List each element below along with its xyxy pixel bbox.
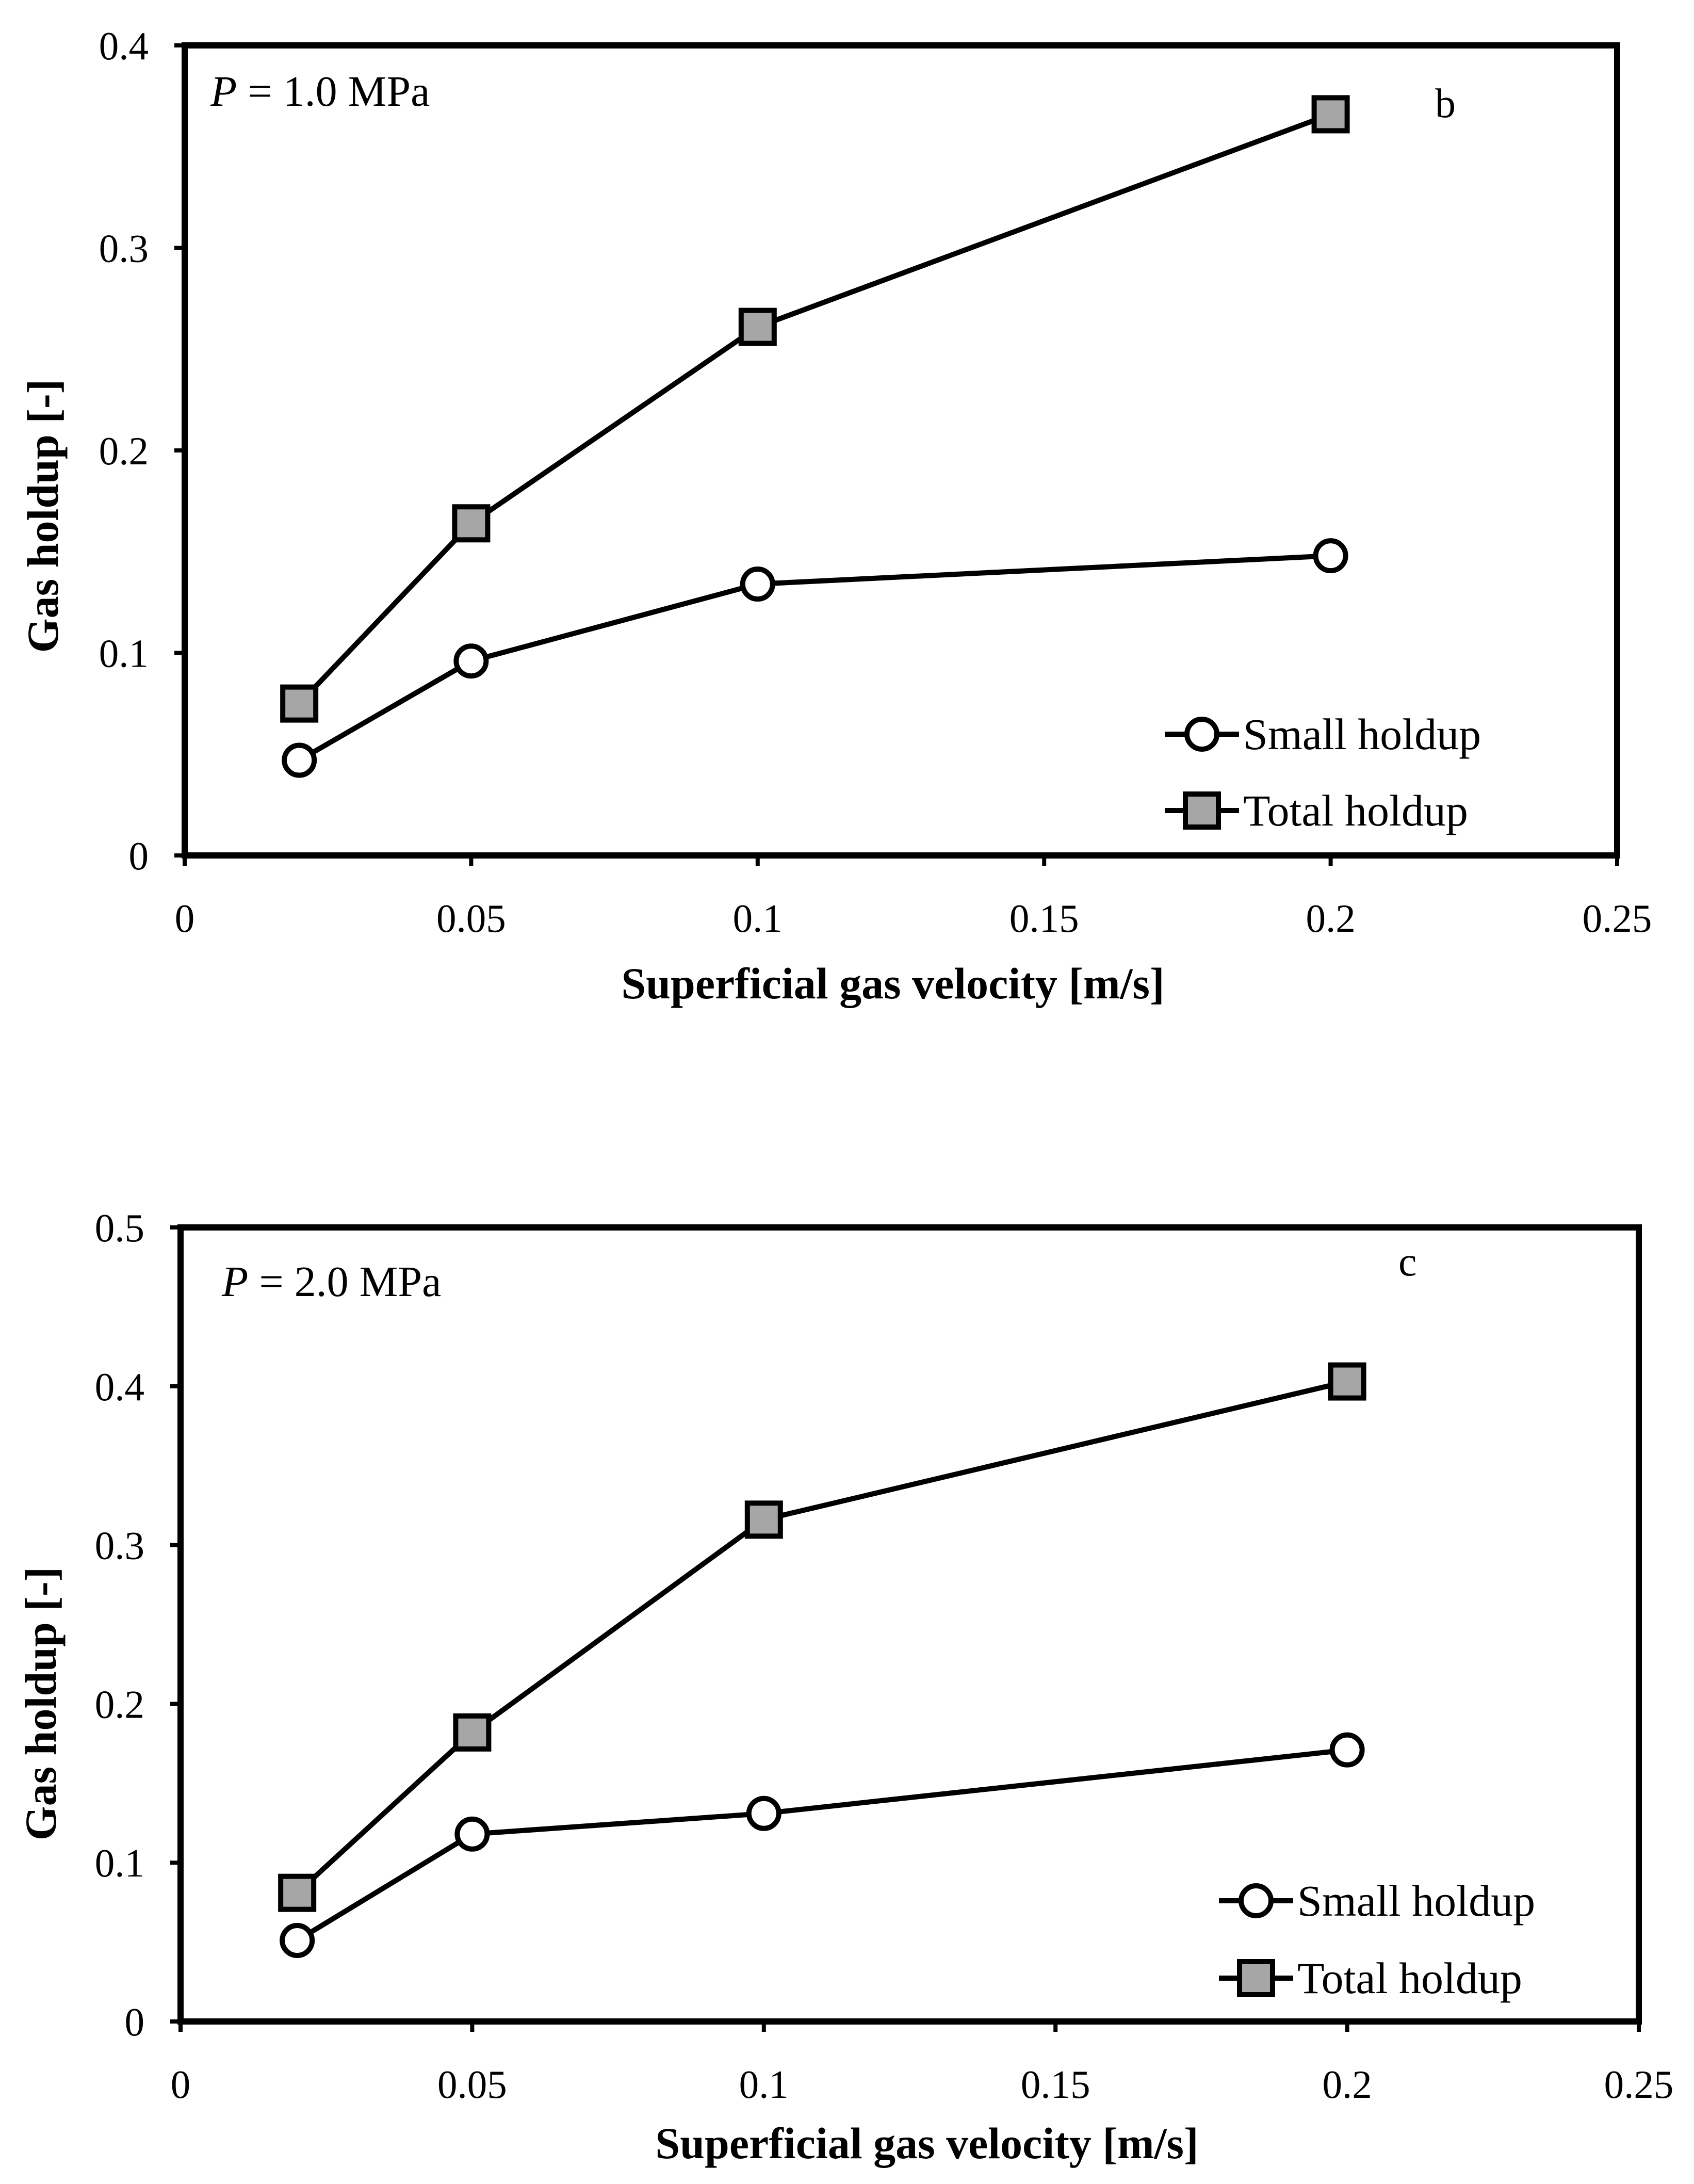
y-ticks-c: 0 0.1 0.2 0.3 0.4 0.5 <box>95 1206 181 2044</box>
legend-label-total-holdup-c: Total holdup <box>1297 1953 1522 2003</box>
panel-label-b: b <box>1435 81 1456 126</box>
legend-marker-total-holdup-b <box>1183 791 1221 830</box>
data-point-small-holdup-b-1 <box>453 643 489 679</box>
data-point-small-holdup-c-2 <box>746 1795 781 1831</box>
legend-label-small-holdup-b: Small holdup <box>1243 709 1481 759</box>
y-axis-title-b: Gas holdup [-] <box>18 379 68 653</box>
x-tick-label-c-5: 0.25 <box>1604 2062 1674 2107</box>
x-tick-label-c-4: 0.2 <box>1322 2062 1372 2107</box>
data-point-total-holdup-b-3 <box>1311 95 1350 134</box>
data-point-total-holdup-c-2 <box>744 1500 783 1539</box>
x-tick-label-b-3: 0.15 <box>1009 896 1079 941</box>
legend-label-total-holdup-b: Total holdup <box>1243 786 1468 835</box>
pressure-annotation-b: P = 1.0 MPa <box>210 68 430 116</box>
y-tick-label-c-2: 0.2 <box>95 1682 144 1726</box>
x-tick-label-b-2: 0.1 <box>733 896 783 941</box>
data-point-small-holdup-c-3 <box>1329 1732 1365 1768</box>
x-tick-label-c-1: 0.05 <box>437 2062 507 2107</box>
plot-frame-c <box>177 1224 1642 2025</box>
x-tick-label-c-2: 0.1 <box>739 2062 789 2107</box>
data-point-total-holdup-b-0 <box>280 684 319 723</box>
data-point-total-holdup-c-1 <box>453 1713 492 1752</box>
x-ticks-c: 0 0.05 0.1 0.15 0.2 0.25 <box>171 2021 1674 2107</box>
data-point-small-holdup-c-1 <box>454 1816 490 1852</box>
y-tick-label-b-1: 0.1 <box>99 632 149 676</box>
series-line-small-holdup-b <box>298 553 1331 763</box>
y-tick-label-b-4: 0.4 <box>99 24 149 68</box>
y-ticks-b: 0 0.1 0.2 0.3 0.4 <box>99 24 185 878</box>
chart-panel-b: P = 1.0 MPa b Superficial gas velocity [… <box>18 24 1652 1008</box>
legend-marker-small-holdup-c <box>1239 1883 1274 1918</box>
y-tick-label-c-1: 0.1 <box>95 1841 144 1885</box>
series-line-total-holdup-c <box>295 1379 1348 1895</box>
legend-c: Small holdup Total holdup <box>1219 1876 1535 2003</box>
y-tick-label-b-0: 0 <box>129 834 149 878</box>
data-point-total-holdup-b-2 <box>738 308 777 346</box>
panel-label-c: c <box>1398 1239 1417 1285</box>
y-tick-label-b-2: 0.2 <box>99 429 149 473</box>
data-point-small-holdup-c-0 <box>280 1923 315 1959</box>
series-line-total-holdup-b <box>297 111 1332 706</box>
y-axis-title-c: Gas holdup [-] <box>16 1567 66 1841</box>
x-tick-label-b-4: 0.2 <box>1306 896 1355 941</box>
x-tick-label-b-0: 0 <box>175 896 195 941</box>
legend-label-small-holdup-c: Small holdup <box>1297 1876 1535 1926</box>
plot-area-c <box>177 1224 1642 2025</box>
x-axis-title-b: Superficial gas velocity [m/s] <box>621 959 1164 1008</box>
y-tick-label-c-5: 0.5 <box>95 1206 144 1250</box>
legend-b: Small holdup Total holdup <box>1165 709 1481 835</box>
data-point-total-holdup-b-1 <box>452 504 491 543</box>
y-tick-label-b-3: 0.3 <box>99 227 149 271</box>
pressure-annotation-c: P = 2.0 MPa <box>221 1258 441 1306</box>
x-ticks-b: 0 0.05 0.1 0.15 0.2 0.25 <box>175 855 1652 941</box>
data-point-small-holdup-b-3 <box>1313 538 1348 574</box>
x-axis-title-c: Superficial gas velocity [m/s] <box>655 2118 1198 2168</box>
chart-panel-c: P = 2.0 MPa c Superficial gas velocity [… <box>16 1206 1673 2168</box>
data-point-small-holdup-b-0 <box>282 742 317 778</box>
series-line-small-holdup-c <box>296 1747 1348 1943</box>
x-tick-label-b-5: 0.25 <box>1583 896 1652 941</box>
x-tick-label-c-0: 0 <box>171 2062 191 2107</box>
legend-marker-small-holdup-b <box>1184 717 1219 752</box>
data-point-total-holdup-c-3 <box>1328 1362 1366 1401</box>
y-tick-label-c-3: 0.3 <box>95 1524 144 1568</box>
legend-marker-total-holdup-c <box>1237 1959 1275 1997</box>
data-point-total-holdup-c-0 <box>278 1873 317 1912</box>
x-tick-label-c-3: 0.15 <box>1021 2062 1090 2107</box>
y-tick-label-c-4: 0.4 <box>95 1365 144 1409</box>
data-point-small-holdup-b-2 <box>740 567 775 602</box>
y-tick-label-c-0: 0 <box>125 2000 145 2044</box>
plot-area-b <box>182 42 1620 859</box>
x-tick-label-b-1: 0.05 <box>436 896 506 941</box>
